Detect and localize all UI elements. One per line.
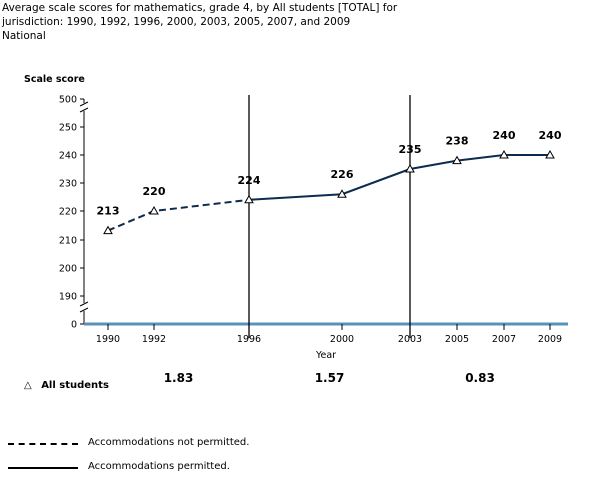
series-line-segment-solid [248, 154, 550, 201]
interval-stat-1990-1996: 1.83 [164, 371, 194, 385]
data-point-2005 [452, 155, 462, 165]
chart-title-line-1: Average scale scores for mathematics, gr… [2, 2, 398, 14]
y-tick-label-220: 220 [59, 207, 77, 218]
y-tick-label-200: 200 [59, 264, 77, 275]
x-tick-label-2000: 2000 [330, 334, 354, 345]
interval-stat-1996-2003: 1.57 [315, 371, 345, 385]
data-point-2000 [337, 189, 347, 198]
data-label-2000: 226 [331, 168, 354, 181]
data-point-1990 [103, 225, 113, 235]
x-tick-label-2007: 2007 [492, 334, 516, 345]
y-tick-label-250: 250 [59, 123, 77, 134]
legend-dashed-line [8, 443, 78, 445]
interval-stat-2003-2009: 0.83 [465, 371, 495, 385]
data-label-2005: 238 [446, 135, 469, 148]
data-label-1990: 213 [97, 205, 120, 218]
x-tick-label-2005: 2005 [445, 334, 469, 345]
y-tick-label-500: 500 [59, 95, 77, 106]
data-label-2007: 240 [493, 129, 516, 142]
series-legend-all-students: △ All students [24, 380, 109, 391]
chart-title: Average scale scores for mathematics, gr… [2, 1, 588, 43]
data-point-2007 [499, 149, 509, 159]
data-label-1992: 220 [143, 185, 166, 198]
y-axis-label: Scale score [24, 74, 85, 85]
legend-solid-line [8, 467, 78, 469]
y-tick-label-190: 190 [59, 292, 77, 303]
x-tick-label-2009: 2009 [538, 334, 562, 345]
legend-dashed-label: Accommodations not permitted. [88, 437, 250, 448]
x-axis-label: Year [315, 350, 336, 361]
series-legend-label: All students [41, 380, 109, 391]
y-tick-label-0: 0 [71, 320, 77, 331]
data-label-2003: 235 [399, 143, 422, 156]
legend-solid-label: Accommodations permitted. [88, 461, 230, 472]
x-tick-label-2003: 2003 [398, 334, 422, 345]
x-tick-label-1996: 1996 [237, 334, 261, 345]
y-axis-break-1 [79, 301, 89, 313]
chart-title-line-3: National [2, 30, 46, 42]
series-line-segment-dashed [107, 198, 250, 232]
y-tick-label-240: 240 [59, 151, 77, 162]
data-point-1996 [244, 194, 254, 204]
x-tick-label-1990: 1990 [96, 334, 120, 345]
triangle-icon: △ [24, 380, 32, 391]
y-tick-label-210: 210 [59, 236, 77, 247]
data-point-2009 [545, 149, 555, 159]
x-tick-label-1992: 1992 [142, 334, 166, 345]
data-point-1992 [149, 205, 159, 215]
data-label-1996: 224 [238, 174, 261, 187]
y-axis-break-0 [79, 101, 89, 113]
chart-title-line-2: jurisdiction: 1990, 1992, 1996, 2000, 20… [2, 16, 351, 28]
data-point-2003 [405, 163, 415, 173]
data-label-2009: 240 [539, 129, 562, 142]
y-tick-label-230: 230 [59, 179, 77, 190]
